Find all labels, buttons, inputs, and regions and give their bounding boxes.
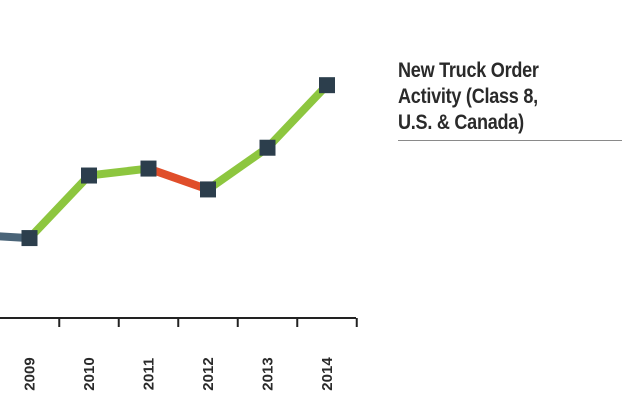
x-tick-label-2013: 2013 [260,357,277,390]
series-segment-2012-2013 [205,144,270,193]
data-point-2010 [81,167,97,184]
x-tick-label-2009: 2009 [22,357,39,390]
series-segment-2008-2009 [0,232,30,243]
data-point-2009 [21,230,38,247]
chart-title-line-3: U.S. & Canada) [398,111,524,134]
chart-title-line-1: New Truck Order [398,59,539,82]
chart-title: New Truck Order Activity (Class 8, U.S. … [398,58,622,141]
data-point-2011 [140,160,157,177]
x-tick-label-2014: 2014 [319,357,336,391]
series-segment-2013-2014 [264,82,330,151]
data-point-2013 [259,139,276,156]
series-segment-2011-2012 [147,164,210,194]
series-segments [0,82,330,243]
series-segment-2010-2011 [88,164,149,180]
chart-title-line-2: Activity (Class 8, [398,85,538,108]
data-point-2014 [319,77,335,94]
series-markers [21,77,335,247]
x-tick-label-2012: 2012 [200,357,217,390]
series-segment-2009-2010 [26,172,92,241]
x-tick-label-2011: 2011 [141,358,158,391]
data-point-2012 [200,181,216,198]
x-axis-tick-labels: 2009 2010 2011 2012 2013 2014 [22,357,337,391]
x-tick-label-2010: 2010 [81,357,98,390]
x-axis-ticks [58,318,358,327]
